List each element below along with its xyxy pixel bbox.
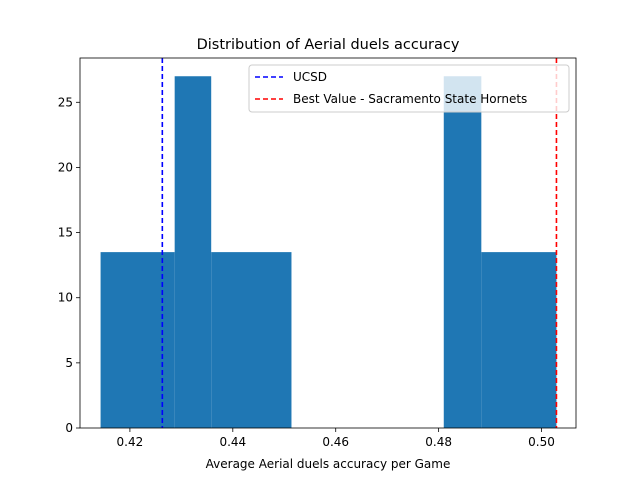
histogram-bar-1 (174, 76, 212, 428)
x-tick-label: 0.50 (528, 435, 555, 449)
x-tick-label: 0.48 (425, 435, 452, 449)
x-tick-label: 0.42 (117, 435, 144, 449)
y-tick-label: 0 (65, 421, 73, 435)
histogram-bar-3 (443, 76, 482, 428)
y-tick-label: 25 (58, 95, 73, 109)
y-tick-label: 10 (58, 291, 73, 305)
y-tick-label: 5 (65, 356, 73, 370)
legend-label-best-value: Best Value - Sacramento State Hornets (293, 92, 527, 106)
x-axis-label: Average Aerial duels accuracy per Game (206, 457, 451, 471)
histogram-bar-0 (100, 252, 175, 428)
y-axis-ticks: 0 5 10 15 20 25 (58, 95, 80, 435)
y-tick-label: 15 (58, 226, 73, 240)
bars-group (100, 76, 557, 428)
legend: UCSD Best Value - Sacramento State Horne… (248, 64, 570, 113)
plot-frame (79, 57, 577, 429)
y-tick-label: 20 (58, 160, 73, 174)
legend-label-ucsd: UCSD (293, 70, 327, 84)
x-tick-label: 0.44 (219, 435, 246, 449)
chart-title: Distribution of Aerial duels accuracy (197, 37, 460, 53)
reference-lines-group (161, 58, 558, 428)
histogram-bar-4 (481, 252, 557, 428)
histogram-bar-2 (211, 252, 292, 428)
legend-box (248, 64, 570, 113)
x-tick-label: 0.46 (322, 435, 349, 449)
x-axis-ticks: 0.42 0.44 0.46 0.48 0.50 (117, 428, 555, 449)
